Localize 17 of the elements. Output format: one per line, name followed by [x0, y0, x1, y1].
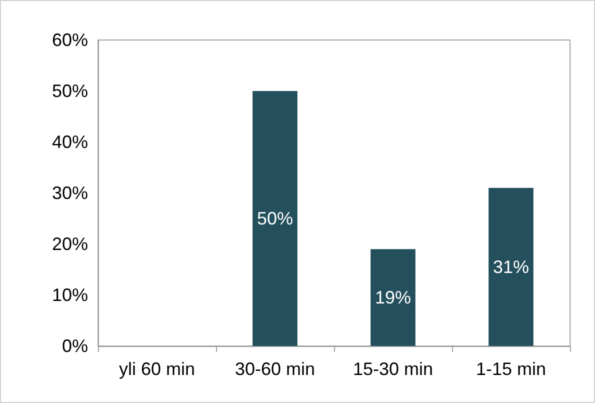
bar [488, 188, 534, 346]
y-tick-label: 10% [52, 285, 88, 305]
y-tick-label: 0% [62, 336, 88, 356]
y-tick-label: 30% [52, 183, 88, 203]
data-label: 31% [492, 256, 530, 277]
x-tick-label: 15-30 min [352, 359, 434, 379]
bar [370, 249, 416, 346]
y-tick-label: 50% [52, 81, 88, 101]
x-tick-label: yli 60 min [118, 359, 196, 379]
data-label: 19% [374, 288, 412, 308]
bar [252, 91, 298, 346]
y-tick-label: 40% [52, 132, 88, 152]
y-tick-label: 20% [52, 234, 88, 254]
y-tick-label: 60% [52, 30, 88, 50]
x-tick-label: 30-60 min [234, 359, 316, 379]
x-tick-label: 1-15 min [476, 359, 546, 379]
data-label: 50% [256, 208, 294, 228]
